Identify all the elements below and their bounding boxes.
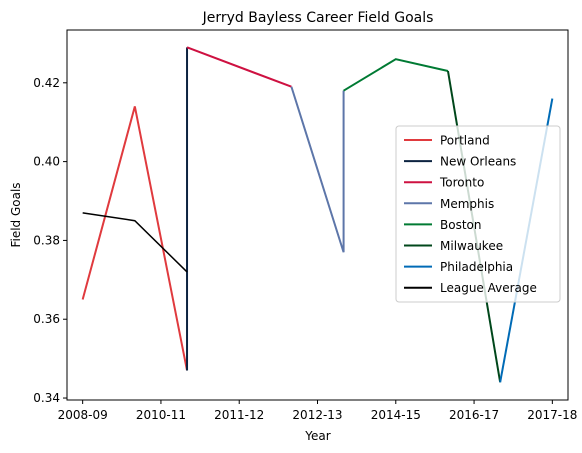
legend-label: Memphis: [440, 197, 494, 211]
chart-title: Jerryd Bayless Career Field Goals: [202, 10, 434, 26]
x-axis-label: Year: [304, 429, 330, 443]
x-tick-label: 2017-18: [527, 408, 577, 422]
x-tick-label: 2012-13: [292, 408, 342, 422]
legend-box: [395, 125, 561, 303]
legend: Portland New Orleans Toronto Memphis Boston M…: [395, 125, 561, 303]
legend-label: League Average: [440, 281, 537, 295]
y-tick-label: 0.40: [33, 155, 60, 169]
y-tick-label: 0.34: [33, 391, 60, 405]
x-tick-label: 2010-11: [136, 408, 186, 422]
legend-label: Boston: [440, 218, 481, 232]
legend-label: Portland: [440, 134, 490, 148]
x-axis: 2008-09 2010-11 2011-12 2012-13 2014-15 2016-…: [58, 400, 577, 422]
legend-label: Toronto: [439, 176, 484, 190]
legend-label: Philadelphia: [440, 260, 513, 274]
y-axis-label: Field Goals: [9, 182, 23, 247]
x-tick-label: 2014-15: [371, 408, 421, 422]
series-line-7: [82, 212, 188, 273]
y-tick-label: 0.36: [33, 312, 60, 326]
y-tick-label: 0.38: [33, 233, 60, 247]
x-tick-label: 2011-12: [214, 408, 264, 422]
series-line-2: [186, 46, 292, 88]
legend-label: Milwaukee: [440, 239, 503, 253]
x-tick-label: 2016-17: [449, 408, 499, 422]
y-tick-label: 0.42: [33, 76, 60, 90]
series-line-3: [290, 86, 345, 253]
y-axis: 0.34 0.36 0.38 0.40 0.42: [33, 76, 67, 405]
series-line-0: [81, 106, 189, 371]
legend-label: New Orleans: [440, 155, 516, 169]
x-tick-label: 2008-09: [58, 408, 108, 422]
series-line-4: [343, 58, 449, 92]
